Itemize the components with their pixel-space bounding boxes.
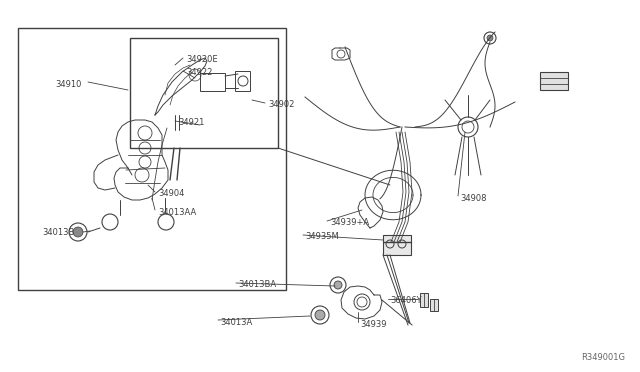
Text: 34920E: 34920E	[186, 55, 218, 64]
Circle shape	[73, 227, 83, 237]
Bar	[430, 299, 438, 311]
Text: 34922: 34922	[186, 68, 212, 77]
Text: 34013AA: 34013AA	[158, 208, 196, 217]
Text: 34902: 34902	[268, 100, 294, 109]
Text: 34935M: 34935M	[305, 232, 339, 241]
Bar	[18, 28, 286, 290]
Text: 34921: 34921	[178, 118, 204, 127]
Text: 34939+A: 34939+A	[330, 218, 369, 227]
Bar	[130, 38, 278, 148]
Text: 34013BA: 34013BA	[238, 280, 276, 289]
Text: 34908: 34908	[460, 194, 486, 203]
Circle shape	[487, 35, 493, 41]
Text: 34904: 34904	[158, 189, 184, 198]
Bar	[235, 71, 250, 91]
Circle shape	[315, 310, 325, 320]
Bar	[383, 235, 411, 255]
Bar	[540, 72, 568, 90]
Text: 36406Y: 36406Y	[390, 296, 422, 305]
Text: 34013B: 34013B	[42, 228, 74, 237]
Circle shape	[334, 281, 342, 289]
Text: 34910: 34910	[55, 80, 81, 89]
Bar	[200, 73, 225, 91]
Text: 34939: 34939	[360, 320, 387, 329]
Bar	[420, 293, 428, 307]
Text: 34013A: 34013A	[220, 318, 252, 327]
Text: R349001G: R349001G	[581, 353, 625, 362]
